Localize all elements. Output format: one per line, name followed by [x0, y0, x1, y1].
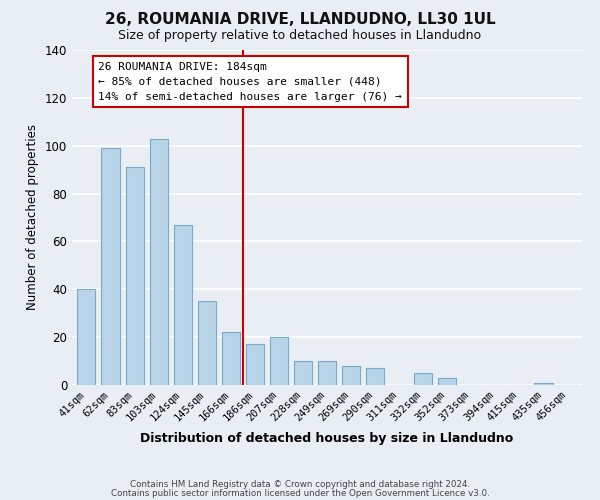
Bar: [125, 167, 143, 385]
Bar: [270, 337, 288, 385]
Bar: [294, 361, 312, 385]
Bar: [149, 138, 167, 385]
Text: 26 ROUMANIA DRIVE: 184sqm
← 85% of detached houses are smaller (448)
14% of semi: 26 ROUMANIA DRIVE: 184sqm ← 85% of detac…: [98, 62, 402, 102]
Y-axis label: Number of detached properties: Number of detached properties: [26, 124, 39, 310]
Bar: [197, 301, 216, 385]
Text: Contains HM Land Registry data © Crown copyright and database right 2024.: Contains HM Land Registry data © Crown c…: [130, 480, 470, 489]
Bar: [342, 366, 360, 385]
X-axis label: Distribution of detached houses by size in Llandudno: Distribution of detached houses by size …: [140, 432, 514, 445]
Bar: [101, 148, 119, 385]
Bar: [414, 373, 432, 385]
Bar: [222, 332, 240, 385]
Bar: [77, 290, 95, 385]
Text: Size of property relative to detached houses in Llandudno: Size of property relative to detached ho…: [118, 29, 482, 42]
Bar: [318, 361, 336, 385]
Bar: [438, 378, 457, 385]
Bar: [246, 344, 264, 385]
Text: 26, ROUMANIA DRIVE, LLANDUDNO, LL30 1UL: 26, ROUMANIA DRIVE, LLANDUDNO, LL30 1UL: [104, 12, 496, 28]
Text: Contains public sector information licensed under the Open Government Licence v3: Contains public sector information licen…: [110, 490, 490, 498]
Bar: [535, 382, 553, 385]
Bar: [173, 224, 191, 385]
Bar: [366, 368, 384, 385]
